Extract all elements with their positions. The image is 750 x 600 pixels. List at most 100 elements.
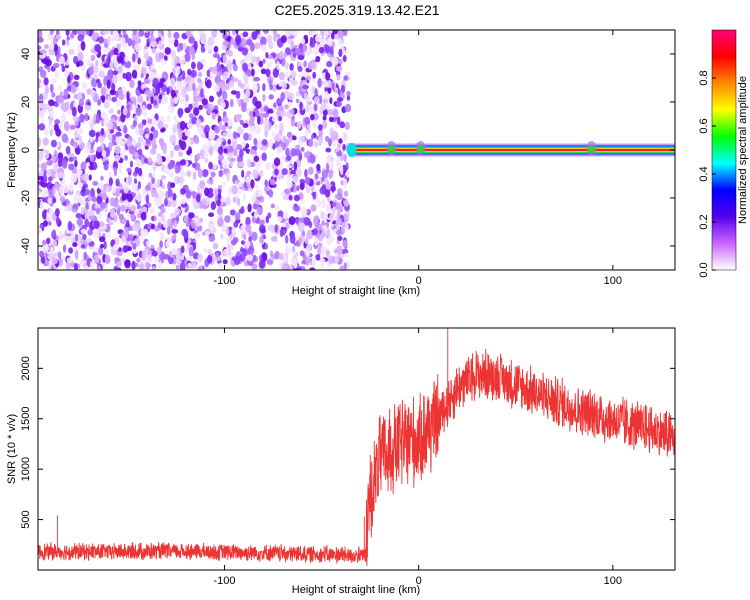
noise-blob xyxy=(70,173,78,184)
noise-blob xyxy=(46,237,51,245)
noise-blob xyxy=(242,93,247,100)
noise-blob xyxy=(299,182,305,191)
noise-blob xyxy=(265,52,269,59)
noise-blob xyxy=(68,247,73,254)
noise-blob xyxy=(150,207,155,214)
noise-blob xyxy=(303,216,310,226)
noise-blob xyxy=(259,116,264,125)
noise-blob xyxy=(158,81,164,88)
noise-blob xyxy=(91,32,98,42)
noise-blob xyxy=(192,171,197,181)
noise-blob xyxy=(103,48,110,53)
noise-blob xyxy=(325,147,332,153)
noise-blob xyxy=(141,119,147,126)
noise-blob xyxy=(304,237,309,245)
noise-blob xyxy=(240,224,245,235)
noise-blob xyxy=(181,228,188,237)
noise-blob xyxy=(318,46,325,54)
noise-blob xyxy=(135,44,142,53)
noise-blob xyxy=(237,161,244,168)
noise-blob xyxy=(77,234,82,243)
noise-blob xyxy=(92,180,99,186)
noise-blob xyxy=(84,112,89,122)
noise-blob xyxy=(319,37,326,45)
noise-blob xyxy=(42,188,49,197)
noise-blob xyxy=(166,114,171,123)
noise-blob xyxy=(337,30,345,39)
noise-blob xyxy=(293,161,298,171)
noise-blob xyxy=(215,252,220,258)
noise-blob xyxy=(63,88,69,98)
noise-blob xyxy=(186,170,192,177)
noise-blob xyxy=(103,240,107,250)
noise-blob xyxy=(247,203,252,213)
noise-blob xyxy=(252,83,259,92)
noise-blob xyxy=(57,95,65,104)
y-tick-label: 500 xyxy=(20,510,32,528)
noise-blob xyxy=(336,66,343,72)
noise-blob xyxy=(38,137,41,147)
noise-blob xyxy=(295,167,302,177)
noise-blob xyxy=(247,159,252,168)
noise-blob xyxy=(153,226,161,232)
noise-blob xyxy=(174,208,181,216)
noise-blob xyxy=(84,104,91,111)
noise-blob xyxy=(200,88,204,98)
noise-blob xyxy=(231,227,237,234)
noise-blob xyxy=(43,174,48,184)
noise-blob xyxy=(294,144,301,150)
noise-blob xyxy=(285,234,289,244)
noise-blob xyxy=(114,154,121,162)
noise-blob xyxy=(343,214,349,222)
noise-blob xyxy=(328,255,334,265)
noise-blob xyxy=(176,80,183,91)
noise-blob xyxy=(144,30,149,33)
noise-blob xyxy=(45,59,52,67)
noise-blob xyxy=(142,104,146,115)
noise-blob xyxy=(177,75,183,83)
noise-blob xyxy=(105,58,109,66)
noise-blob xyxy=(284,30,291,38)
noise-blob xyxy=(280,110,287,117)
noise-blob xyxy=(175,65,181,76)
noise-blob xyxy=(228,145,234,153)
noise-blob xyxy=(203,127,208,134)
noise-blob xyxy=(255,30,261,35)
noise-blob xyxy=(180,199,186,205)
noise-blob xyxy=(124,60,132,69)
noise-blob xyxy=(158,40,162,48)
noise-blob xyxy=(79,260,85,267)
noise-blob xyxy=(320,231,327,238)
noise-blob xyxy=(299,250,305,257)
noise-blob xyxy=(86,161,90,167)
noise-blob xyxy=(80,40,86,51)
noise-blob xyxy=(306,48,311,57)
noise-blob xyxy=(197,61,201,71)
noise-blob xyxy=(115,90,119,98)
noise-blob xyxy=(225,227,230,235)
noise-blob xyxy=(336,239,341,245)
noise-blob xyxy=(199,188,204,194)
noise-blob xyxy=(131,69,138,79)
noise-blob xyxy=(152,77,159,85)
noise-blob xyxy=(97,213,103,218)
noise-blob xyxy=(76,62,80,67)
noise-blob xyxy=(112,70,119,75)
noise-blob xyxy=(159,231,165,241)
noise-blob xyxy=(64,69,69,78)
noise-blob xyxy=(63,244,67,253)
noise-blob xyxy=(167,162,173,170)
noise-blob xyxy=(66,261,71,270)
noise-blob xyxy=(313,141,318,148)
noise-blob xyxy=(132,120,137,127)
noise-blob xyxy=(90,78,98,88)
noise-blob xyxy=(247,51,253,60)
noise-blob xyxy=(42,239,47,246)
noise-blob xyxy=(254,162,262,170)
noise-blob xyxy=(343,200,350,207)
noise-blob xyxy=(48,176,53,182)
noise-blob xyxy=(87,229,93,236)
noise-blob xyxy=(321,220,325,227)
noise-blob xyxy=(195,193,201,203)
noise-blob xyxy=(131,38,135,49)
